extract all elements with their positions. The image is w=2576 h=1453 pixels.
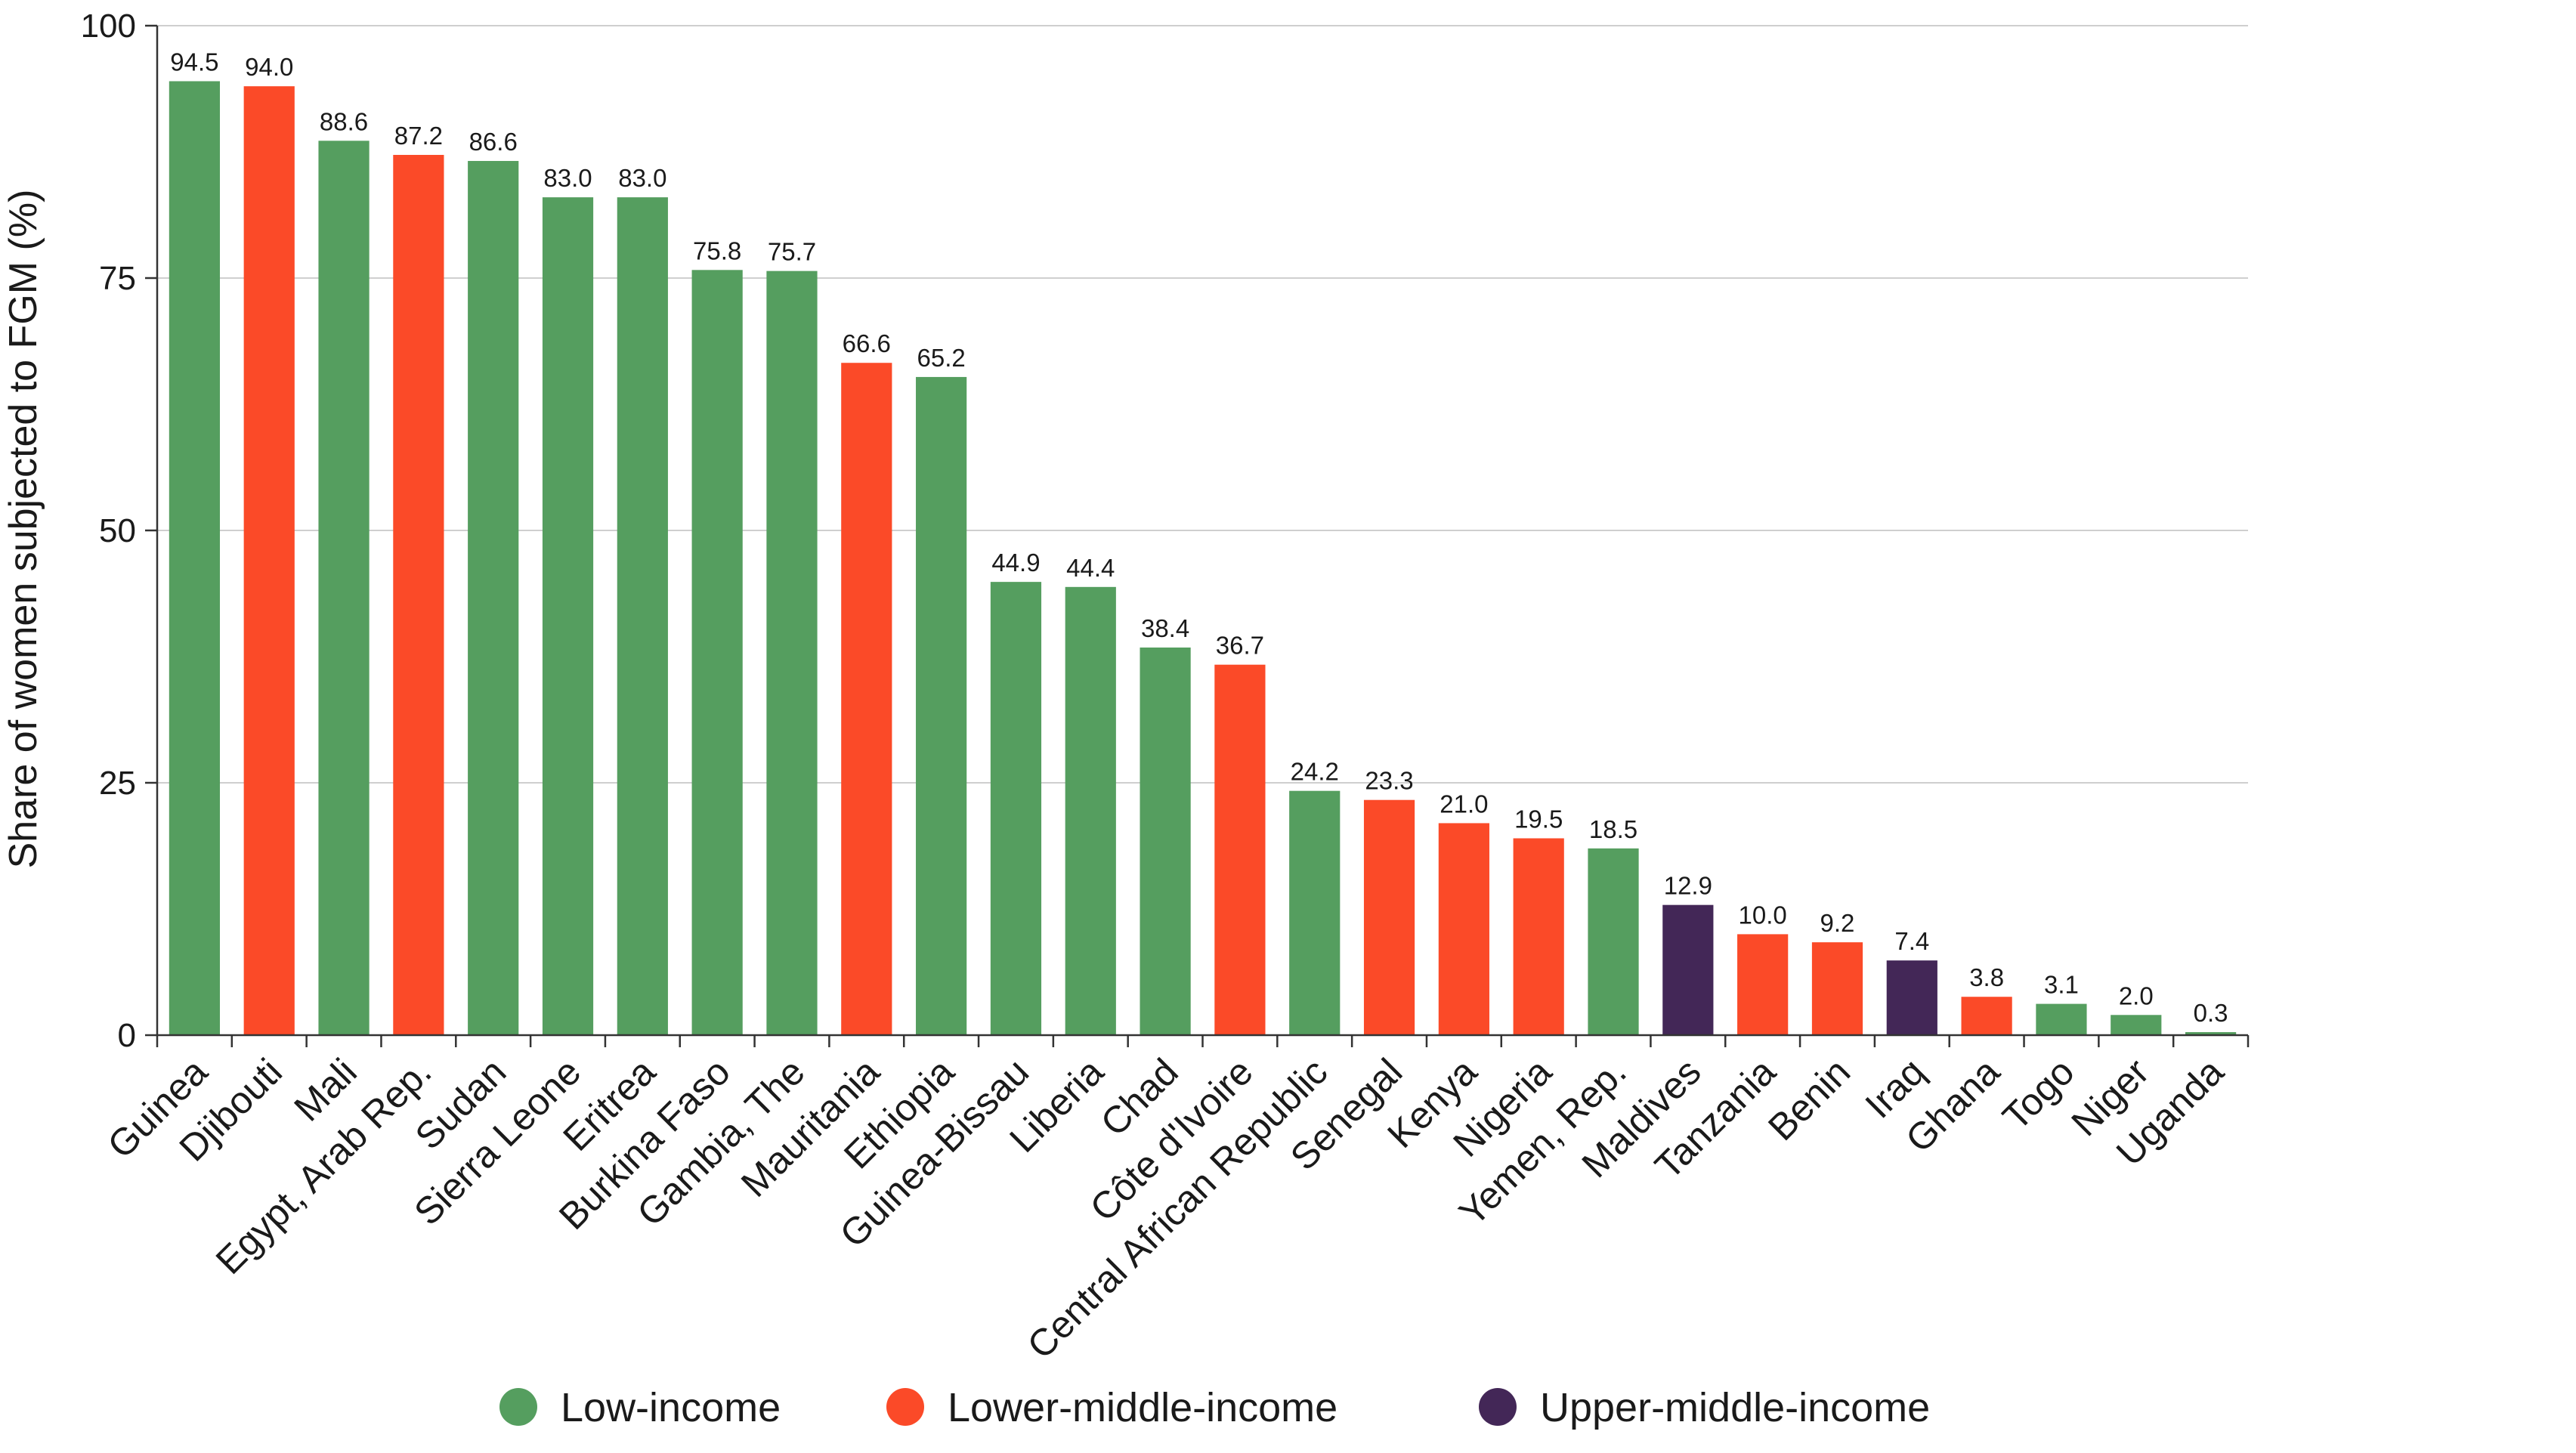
bar bbox=[318, 141, 370, 1036]
data-label: 44.9 bbox=[991, 549, 1040, 577]
bar bbox=[1588, 848, 1639, 1035]
bar bbox=[1289, 790, 1341, 1035]
x-tick-label: Togo bbox=[1994, 1050, 2082, 1138]
data-label: 21.0 bbox=[1440, 790, 1488, 818]
y-tick-label: 0 bbox=[118, 1017, 136, 1054]
bar bbox=[691, 270, 743, 1035]
data-label: 94.5 bbox=[170, 48, 218, 76]
data-label: 36.7 bbox=[1216, 632, 1264, 660]
y-tick-label: 100 bbox=[81, 8, 136, 45]
data-label: 9.2 bbox=[1820, 909, 1855, 937]
data-labels: 94.5 94.0 88.6 87.2 86.6 83.0 83.0 75.8 75.7 66.6… bbox=[170, 48, 2228, 1027]
data-label: 75.7 bbox=[768, 238, 816, 266]
bar bbox=[916, 376, 967, 1036]
data-label: 24.2 bbox=[1291, 758, 1339, 786]
bar bbox=[990, 582, 1042, 1035]
bar bbox=[1886, 960, 1937, 1035]
legend-swatch bbox=[1479, 1388, 1517, 1426]
data-label: 66.6 bbox=[843, 329, 891, 357]
bar bbox=[1140, 647, 1191, 1035]
data-label: 3.8 bbox=[1969, 963, 2004, 991]
bar bbox=[1961, 997, 2012, 1035]
bar bbox=[1513, 838, 1564, 1035]
data-label: 18.5 bbox=[1589, 815, 1637, 843]
bar bbox=[243, 86, 295, 1035]
legend-swatch bbox=[499, 1388, 537, 1426]
bar bbox=[1065, 586, 1116, 1035]
data-label: 87.2 bbox=[394, 122, 443, 150]
bar bbox=[169, 81, 221, 1036]
y-tick-label: 25 bbox=[99, 765, 136, 802]
y-axis-title: Share of women subjected to FGM (%) bbox=[2, 190, 45, 869]
data-label: 75.8 bbox=[693, 236, 741, 264]
data-label: 2.0 bbox=[2119, 982, 2154, 1009]
legend-label: Lower-middle-income bbox=[948, 1385, 1337, 1430]
bar bbox=[1214, 664, 1266, 1035]
data-label: 10.0 bbox=[1739, 901, 1787, 929]
data-label: 83.0 bbox=[543, 164, 592, 192]
bar bbox=[2111, 1015, 2162, 1035]
data-label: 65.2 bbox=[917, 344, 966, 372]
data-label: 3.1 bbox=[2044, 971, 2079, 999]
bar bbox=[1811, 942, 1863, 1035]
y-tick-label: 75 bbox=[99, 260, 136, 297]
data-label: 83.0 bbox=[618, 164, 666, 192]
bar bbox=[766, 271, 818, 1035]
bars bbox=[169, 81, 2237, 1036]
legend: Low-income Lower-middle-income Upper-middl… bbox=[499, 1385, 1930, 1430]
data-label: 86.6 bbox=[469, 128, 518, 156]
bar bbox=[1363, 799, 1415, 1035]
bar bbox=[1737, 934, 1789, 1035]
bar bbox=[2036, 1003, 2087, 1035]
bar bbox=[468, 161, 519, 1035]
bar bbox=[1662, 904, 1714, 1035]
data-label: 12.9 bbox=[1664, 872, 1712, 900]
y-tick-label: 50 bbox=[99, 512, 136, 549]
data-label: 44.4 bbox=[1066, 554, 1115, 582]
data-label: 7.4 bbox=[1894, 927, 1929, 955]
bar bbox=[617, 197, 668, 1035]
bar bbox=[2185, 1031, 2237, 1035]
bar bbox=[393, 155, 444, 1035]
legend-label: Low-income bbox=[561, 1385, 781, 1430]
legend-label: Upper-middle-income bbox=[1540, 1385, 1930, 1430]
data-label: 23.3 bbox=[1365, 767, 1413, 795]
legend-swatch bbox=[886, 1388, 924, 1426]
bar bbox=[841, 363, 892, 1035]
data-label: 19.5 bbox=[1514, 805, 1563, 833]
bar bbox=[542, 197, 594, 1035]
bar bbox=[1438, 823, 1489, 1035]
x-tick-label: Benin bbox=[1760, 1050, 1858, 1148]
data-label: 0.3 bbox=[2194, 999, 2228, 1027]
data-label: 38.4 bbox=[1141, 614, 1189, 642]
data-label: 94.0 bbox=[245, 53, 293, 81]
data-label: 88.6 bbox=[320, 107, 368, 135]
